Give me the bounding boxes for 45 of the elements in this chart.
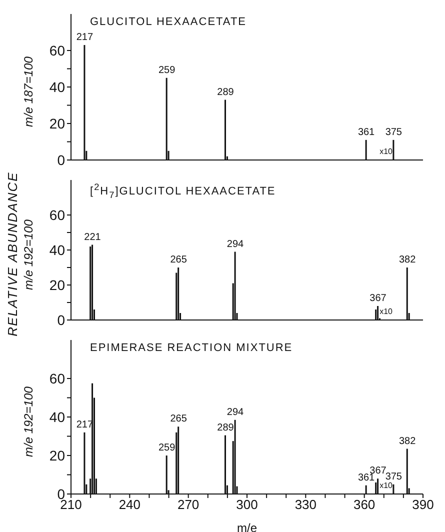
y-tick-label: 20: [49, 276, 66, 293]
annotation: 217: [76, 32, 94, 44]
y-tick-label: 40: [49, 242, 66, 258]
annotation: 375: [385, 126, 402, 138]
y-tick-label: 0: [57, 152, 66, 168]
y-tick-label: 40: [49, 78, 66, 95]
x-axis-title: m/e: [236, 521, 258, 532]
y-axis-title: m/e 192=100: [21, 386, 36, 457]
y-axis-title: m/e 187=100: [21, 56, 36, 127]
annotation: x10: [379, 307, 394, 317]
annotation: x10: [379, 481, 394, 491]
y-tick-label: 20: [49, 115, 66, 132]
x-tick-label: 240: [118, 497, 141, 512]
chart-title: [$^{2}$H$_{7}$]GLUCITOL HEXAACETATE: [90, 182, 276, 200]
annotation: 265: [170, 254, 188, 266]
y-tick-label: 60: [49, 206, 66, 223]
x-tick-label: 390: [412, 497, 434, 512]
chart-title: GLUCITOL HEXAACETATE: [90, 16, 247, 28]
text: RELATIVE ABUNDANCE: [5, 170, 21, 338]
y-tick-label: 40: [49, 408, 66, 425]
annotation: 259: [158, 64, 176, 76]
y-tick-label: 60: [49, 370, 66, 386]
x-tick-label: 360: [353, 497, 376, 512]
annotation: 289: [217, 422, 234, 434]
y-tick-label: 60: [49, 42, 66, 58]
annotation: 382: [399, 254, 416, 266]
annotation: 367: [370, 293, 387, 304]
x-tick-label: 270: [177, 497, 200, 512]
y-tick-label: 0: [57, 312, 66, 328]
annotation: 361: [358, 472, 376, 484]
annotation: 382: [399, 436, 416, 447]
x-tick-label: 330: [294, 497, 317, 512]
annotation: 259: [158, 442, 176, 454]
annotation: 289: [217, 86, 234, 98]
annotation: 221: [84, 232, 102, 243]
y-axis-title: m/e 192=100: [21, 219, 36, 290]
x-tick-label: 300: [236, 497, 258, 512]
annotation: 265: [170, 414, 188, 425]
annotation: 361: [358, 126, 376, 138]
chart-title: EPIMERASE REACTION MIXTURE: [90, 342, 293, 354]
y-tick-label: 20: [49, 447, 66, 464]
annotation: 375: [385, 471, 402, 482]
annotation: 294: [226, 406, 244, 418]
annotation: x10: [379, 147, 394, 157]
annotation: 294: [226, 238, 244, 250]
